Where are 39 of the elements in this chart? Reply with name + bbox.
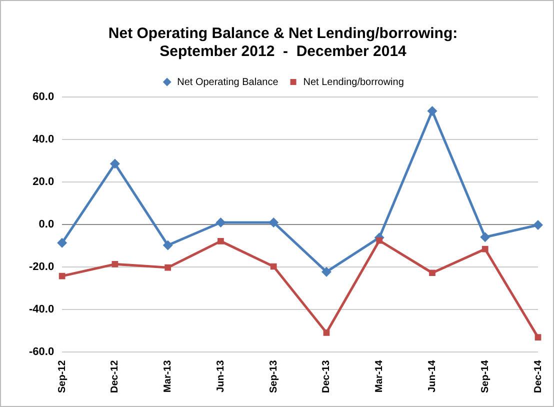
y-tick-label: 60.0 [32, 91, 54, 104]
x-tick-label: Jun-13 [215, 360, 226, 392]
point [110, 158, 120, 169]
point [534, 334, 542, 340]
point [162, 240, 173, 250]
y-tick-label: 0.0 [38, 218, 54, 231]
legend-label: Net Operating Balance [177, 76, 279, 88]
y-tick-label: 40.0 [32, 134, 54, 146]
point [482, 246, 488, 252]
point [270, 263, 277, 270]
point [321, 266, 332, 277]
point [164, 264, 172, 271]
x-tick-label: Sep-13 [268, 360, 280, 393]
point [112, 260, 118, 268]
point [57, 238, 68, 248]
y-tick-label: -20.0 [28, 261, 54, 274]
x-tick-label: Mar-13 [162, 360, 174, 392]
point [429, 270, 436, 276]
point [216, 217, 226, 228]
y-tick-label: -60.0 [28, 346, 54, 358]
point [480, 232, 490, 242]
y-tick-label: 20.0 [32, 176, 54, 188]
x-tick-label: Sep-12 [56, 360, 68, 393]
x-tick-label: Dec-12 [110, 360, 121, 394]
x-tick-label: Mar-14 [374, 360, 386, 392]
x-tick-label: Dec-14 [532, 360, 544, 394]
point [323, 329, 330, 336]
y-tick-label: -40.0 [28, 304, 54, 316]
chart-title: Net Operating Balance & Net Lending/borrowing: September 2012 - December 2014 [108, 25, 458, 60]
point [218, 238, 224, 244]
x-tick-label: Sep-14 [480, 360, 491, 393]
x-tick-label: Jun-14 [426, 360, 438, 392]
legend-label: Net Lending/borrowing [303, 76, 404, 88]
point [533, 220, 543, 230]
point [427, 106, 438, 116]
point [58, 272, 66, 280]
x-tick-label: Dec-13 [321, 360, 332, 394]
point [376, 237, 383, 244]
point [268, 217, 279, 228]
